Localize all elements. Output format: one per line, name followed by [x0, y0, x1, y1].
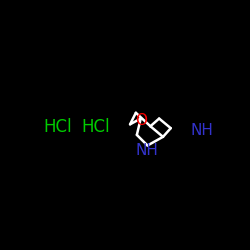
Text: NH: NH — [135, 143, 158, 158]
Text: NH: NH — [190, 122, 213, 138]
Text: O: O — [135, 113, 147, 128]
Text: HCl: HCl — [82, 118, 110, 136]
Text: HCl: HCl — [43, 118, 72, 136]
